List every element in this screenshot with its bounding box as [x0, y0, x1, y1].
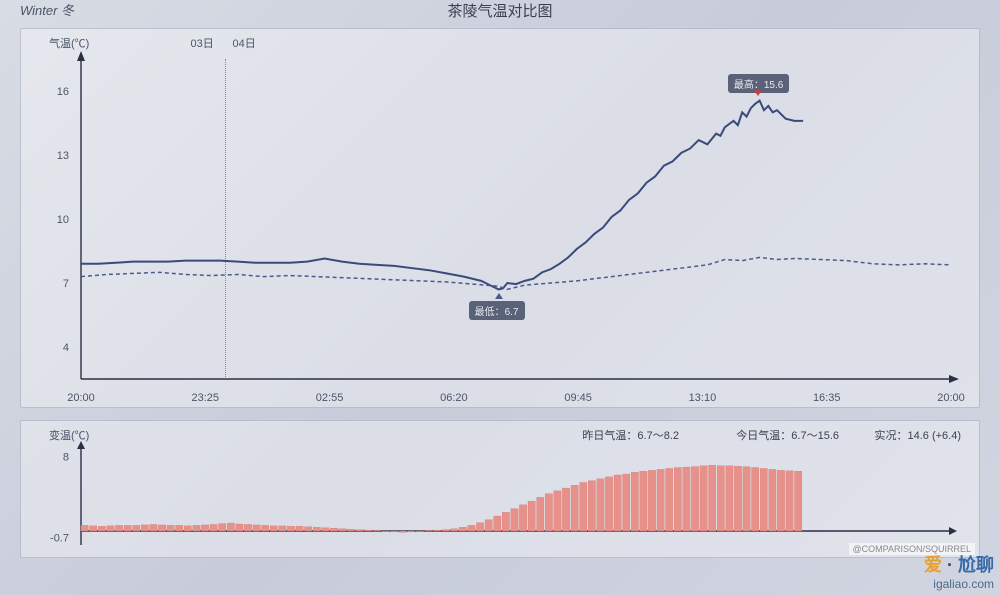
main-temperature-chart: 气温(℃) 03日 04日 4710131620:0023:2502:5506:…	[20, 28, 980, 408]
svg-text:4: 4	[63, 342, 69, 354]
page-title: 茶陵气温对比图	[447, 0, 552, 21]
svg-text:16:35: 16:35	[813, 392, 841, 404]
temperature-delta-chart: 变温(℃) 昨日气温：6.7～8.2 今日气温：6.7～15.6 实况：14.6…	[20, 420, 980, 558]
svg-text:10: 10	[57, 214, 69, 226]
svg-text:13:10: 13:10	[689, 392, 717, 404]
annotation-low: 最低：6.7	[469, 301, 525, 320]
site-logo: 爱 · 尬聊 igaliao.com	[924, 551, 994, 591]
svg-text:7: 7	[63, 278, 69, 290]
svg-text:20:00: 20:00	[67, 392, 95, 404]
svg-text:-0.7: -0.7	[50, 533, 69, 545]
svg-text:06:20: 06:20	[440, 392, 468, 404]
marker-low-icon	[495, 293, 503, 299]
svg-text:16: 16	[57, 86, 69, 98]
svg-text:8: 8	[63, 451, 69, 463]
sub-chart-svg: -0.7 8	[21, 421, 981, 559]
logo-url: igaliao.com	[924, 577, 994, 591]
svg-text:13: 13	[57, 150, 69, 162]
logo-text: 爱 · 尬聊	[924, 551, 994, 577]
svg-text:20:00: 20:00	[937, 392, 965, 404]
marker-high-icon	[754, 90, 762, 96]
svg-text:02:55: 02:55	[316, 392, 344, 404]
svg-text:09:45: 09:45	[564, 392, 592, 404]
main-chart-svg: 4 7 10 13 16 20:00 23:25 02:55 06:20 09:45 13:10 16…	[21, 29, 981, 409]
svg-text:23:25: 23:25	[192, 392, 220, 404]
